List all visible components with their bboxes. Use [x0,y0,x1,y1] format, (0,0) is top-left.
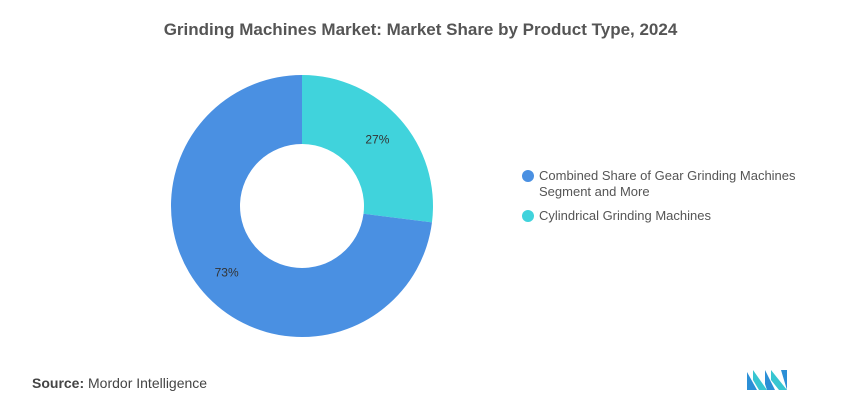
legend-swatch-cylindrical [522,210,534,222]
slice-cylindrical [302,75,434,223]
slice-label-cylindrical: 27% [365,133,389,147]
source-key: Source: [32,375,85,391]
chart-legend: Combined Share of Gear Grinding Machines… [522,168,822,232]
source-value: Mordor Intelligence [88,375,208,391]
legend-item-combined: Combined Share of Gear Grinding Machines… [522,168,822,200]
source-note: Source: Mordor Intelligence [32,375,207,391]
chart-title: Grinding Machines Market: Market Share b… [163,20,678,39]
slice-label-combined: 73% [215,265,239,279]
legend-label-cylindrical: Cylindrical Grinding Machines [539,208,711,223]
donut-slices [171,75,434,337]
donut-value-labels: 27% 73% [215,133,390,280]
mordor-intelligence-logo-icon [747,370,787,390]
slice-combined [171,75,432,337]
legend-item-cylindrical: Cylindrical Grinding Machines [522,208,822,224]
legend-swatch-combined [522,170,534,182]
legend-label-combined: Combined Share of Gear Grinding Machines… [539,168,796,199]
